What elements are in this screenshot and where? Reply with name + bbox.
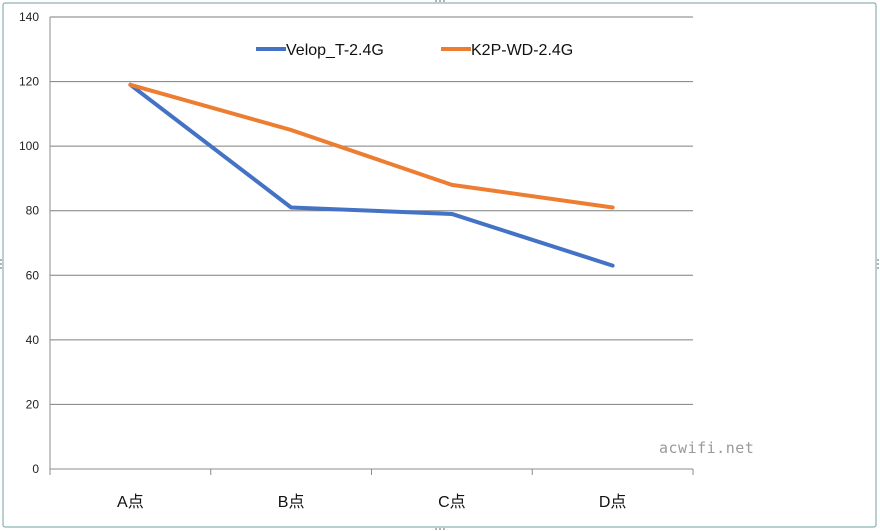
y-tick-label: 120 bbox=[19, 75, 39, 89]
y-tick-label: 0 bbox=[32, 462, 39, 476]
legend-label: K2P-WD-2.4G bbox=[471, 42, 573, 59]
y-tick-label: 60 bbox=[26, 268, 40, 282]
y-tick-label: 140 bbox=[19, 10, 39, 24]
data-point bbox=[290, 206, 292, 208]
series-line-2 bbox=[128, 82, 615, 210]
x-tick-label: C点 bbox=[438, 493, 466, 511]
legend-label: Velop_T-2.4G bbox=[286, 42, 384, 59]
y-tick-label: 80 bbox=[26, 204, 40, 218]
data-point bbox=[290, 129, 292, 131]
watermark: acwifi.net bbox=[659, 439, 754, 457]
data-point bbox=[451, 184, 453, 186]
y-tick-label: 20 bbox=[26, 397, 40, 411]
y-axis-ticks: 0 20 40 60 80 100 120 140 bbox=[19, 10, 39, 476]
series-line-1 bbox=[128, 82, 615, 268]
x-tick-label: A点 bbox=[117, 493, 144, 511]
data-point bbox=[612, 206, 614, 208]
y-tick-label: 100 bbox=[19, 139, 39, 153]
x-tick-label: D点 bbox=[599, 493, 627, 511]
x-axis: A点 B点 C点 D点 bbox=[49, 17, 694, 511]
legend: Velop_T-2.4G K2P-WD-2.4G bbox=[256, 42, 573, 59]
x-tick-label: B点 bbox=[278, 493, 305, 511]
data-point bbox=[129, 84, 131, 86]
data-point bbox=[612, 265, 614, 267]
y-tick-label: 40 bbox=[26, 333, 40, 347]
data-point bbox=[451, 213, 453, 215]
series-lines bbox=[128, 82, 615, 268]
